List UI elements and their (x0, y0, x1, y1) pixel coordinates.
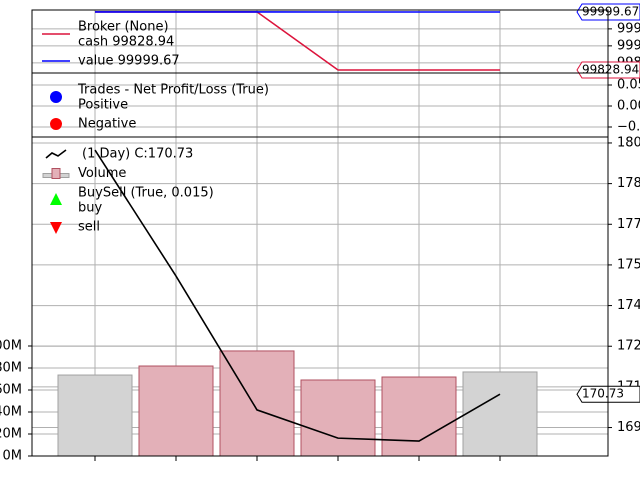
y-tick-label: 0M (3, 449, 23, 464)
y2-tick-label: 177.0 (617, 217, 640, 232)
legend-label: Volume (78, 166, 126, 181)
legend-group: Trades - Net Profit/Loss (True) (77, 83, 269, 98)
legend-label: Positive (78, 98, 128, 113)
y-tick-label: 0.05 (617, 78, 640, 93)
y2-tick-label: 180.0 (617, 135, 640, 150)
y-tick-label: 99900 (617, 38, 640, 53)
y-tick-label: 0.00 (617, 99, 640, 114)
legend-label: sell (78, 220, 100, 235)
legend-label: buy (78, 201, 102, 216)
y-tick-label: 40M (0, 405, 22, 420)
panel-frame (31, 136, 609, 457)
value-tag-label: 99828.94 (582, 62, 639, 76)
legend-label: value 99999.67 (78, 54, 180, 69)
y-tick-label: 80M (0, 361, 22, 376)
legend-marker (50, 118, 62, 130)
series-line (94, 149, 501, 442)
y-tick-label: 60M (0, 383, 22, 398)
value-tag-label: 170.73 (582, 387, 624, 401)
y2-tick-label: 175.5 (617, 257, 640, 272)
legend-label: (1 Day) C:170.73 (82, 147, 193, 162)
y2-tick-label: 172.5 (617, 339, 640, 354)
y-tick-label: 99950 (617, 21, 640, 36)
legend-label: cash 99828.94 (78, 35, 174, 50)
y-tick-label: 100M (0, 339, 22, 354)
y2-tick-label: 178.5 (617, 176, 640, 191)
y-tick-label: −0.05 (617, 120, 640, 135)
volume-bar (381, 376, 457, 457)
legend-marker (51, 168, 61, 179)
volume-bar (462, 371, 538, 457)
legend-label: Negative (78, 117, 136, 132)
value-tag-label: 99999.67 (582, 5, 639, 19)
legend-group: Broker (None) (78, 20, 169, 35)
legend-marker (50, 91, 62, 103)
y2-tick-label: 169.5 (617, 420, 640, 435)
volume-bar (57, 374, 133, 457)
volume-bar (300, 379, 376, 457)
volume-bar (138, 365, 214, 457)
legend-marker (50, 222, 62, 234)
y2-tick-label: 174.0 (617, 298, 640, 313)
legend-group: BuySell (True, 0.015) (78, 186, 214, 201)
legend-marker (45, 149, 67, 159)
legend-marker (50, 193, 62, 205)
y-tick-label: 20M (0, 427, 22, 442)
